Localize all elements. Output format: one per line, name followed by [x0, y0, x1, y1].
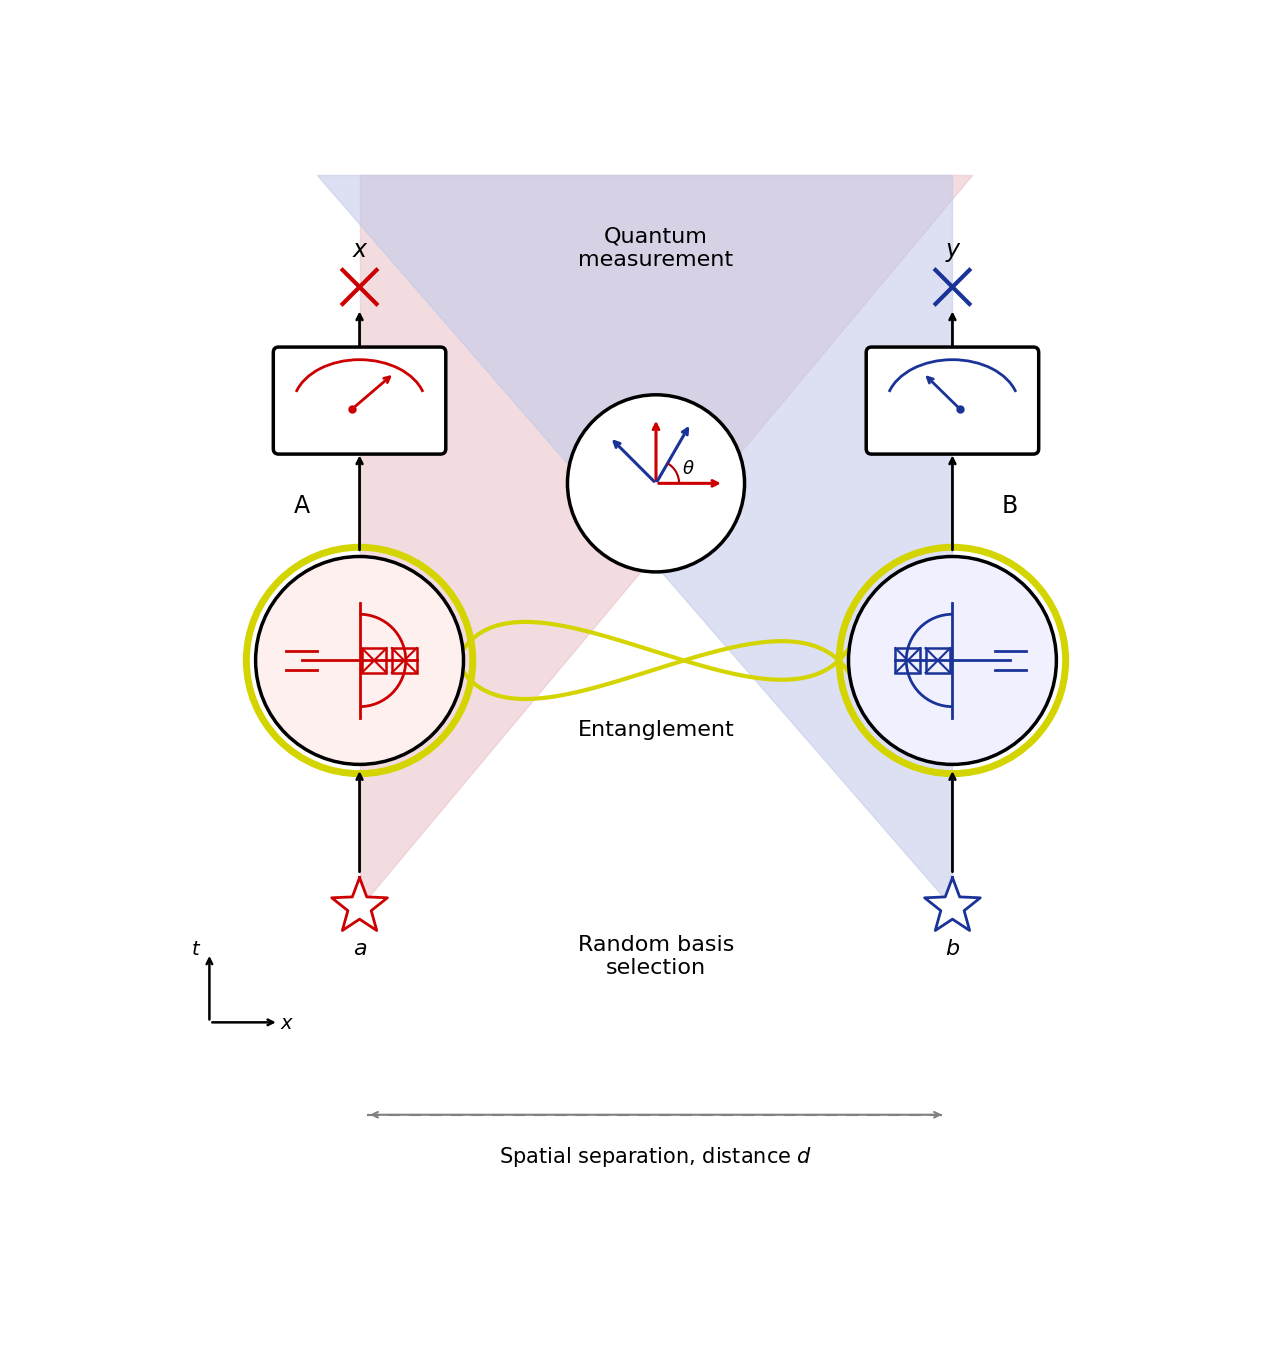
Text: θ: θ — [682, 460, 694, 479]
FancyBboxPatch shape — [274, 347, 445, 455]
Polygon shape — [332, 878, 388, 931]
Text: B: B — [1002, 494, 1019, 519]
Bar — [925, 648, 950, 673]
Bar — [896, 648, 920, 673]
Text: b: b — [946, 939, 960, 960]
Bar — [392, 648, 416, 673]
Circle shape — [849, 557, 1056, 764]
Polygon shape — [317, 175, 952, 906]
Circle shape — [567, 394, 745, 572]
Text: y: y — [946, 238, 960, 262]
FancyBboxPatch shape — [867, 347, 1038, 455]
Text: Quantum
measurement: Quantum measurement — [579, 227, 733, 270]
Text: Spatial separation, distance $d$: Spatial separation, distance $d$ — [499, 1145, 813, 1168]
Bar — [362, 648, 387, 673]
Text: t: t — [192, 939, 200, 958]
Text: x: x — [280, 1014, 292, 1033]
Text: Random basis
selection: Random basis selection — [577, 935, 735, 979]
Text: A: A — [293, 494, 310, 519]
Text: x: x — [352, 238, 366, 262]
Circle shape — [256, 557, 463, 764]
Polygon shape — [924, 878, 980, 931]
Text: a: a — [353, 939, 366, 960]
Polygon shape — [360, 175, 972, 906]
Text: Entanglement: Entanglement — [577, 719, 735, 740]
